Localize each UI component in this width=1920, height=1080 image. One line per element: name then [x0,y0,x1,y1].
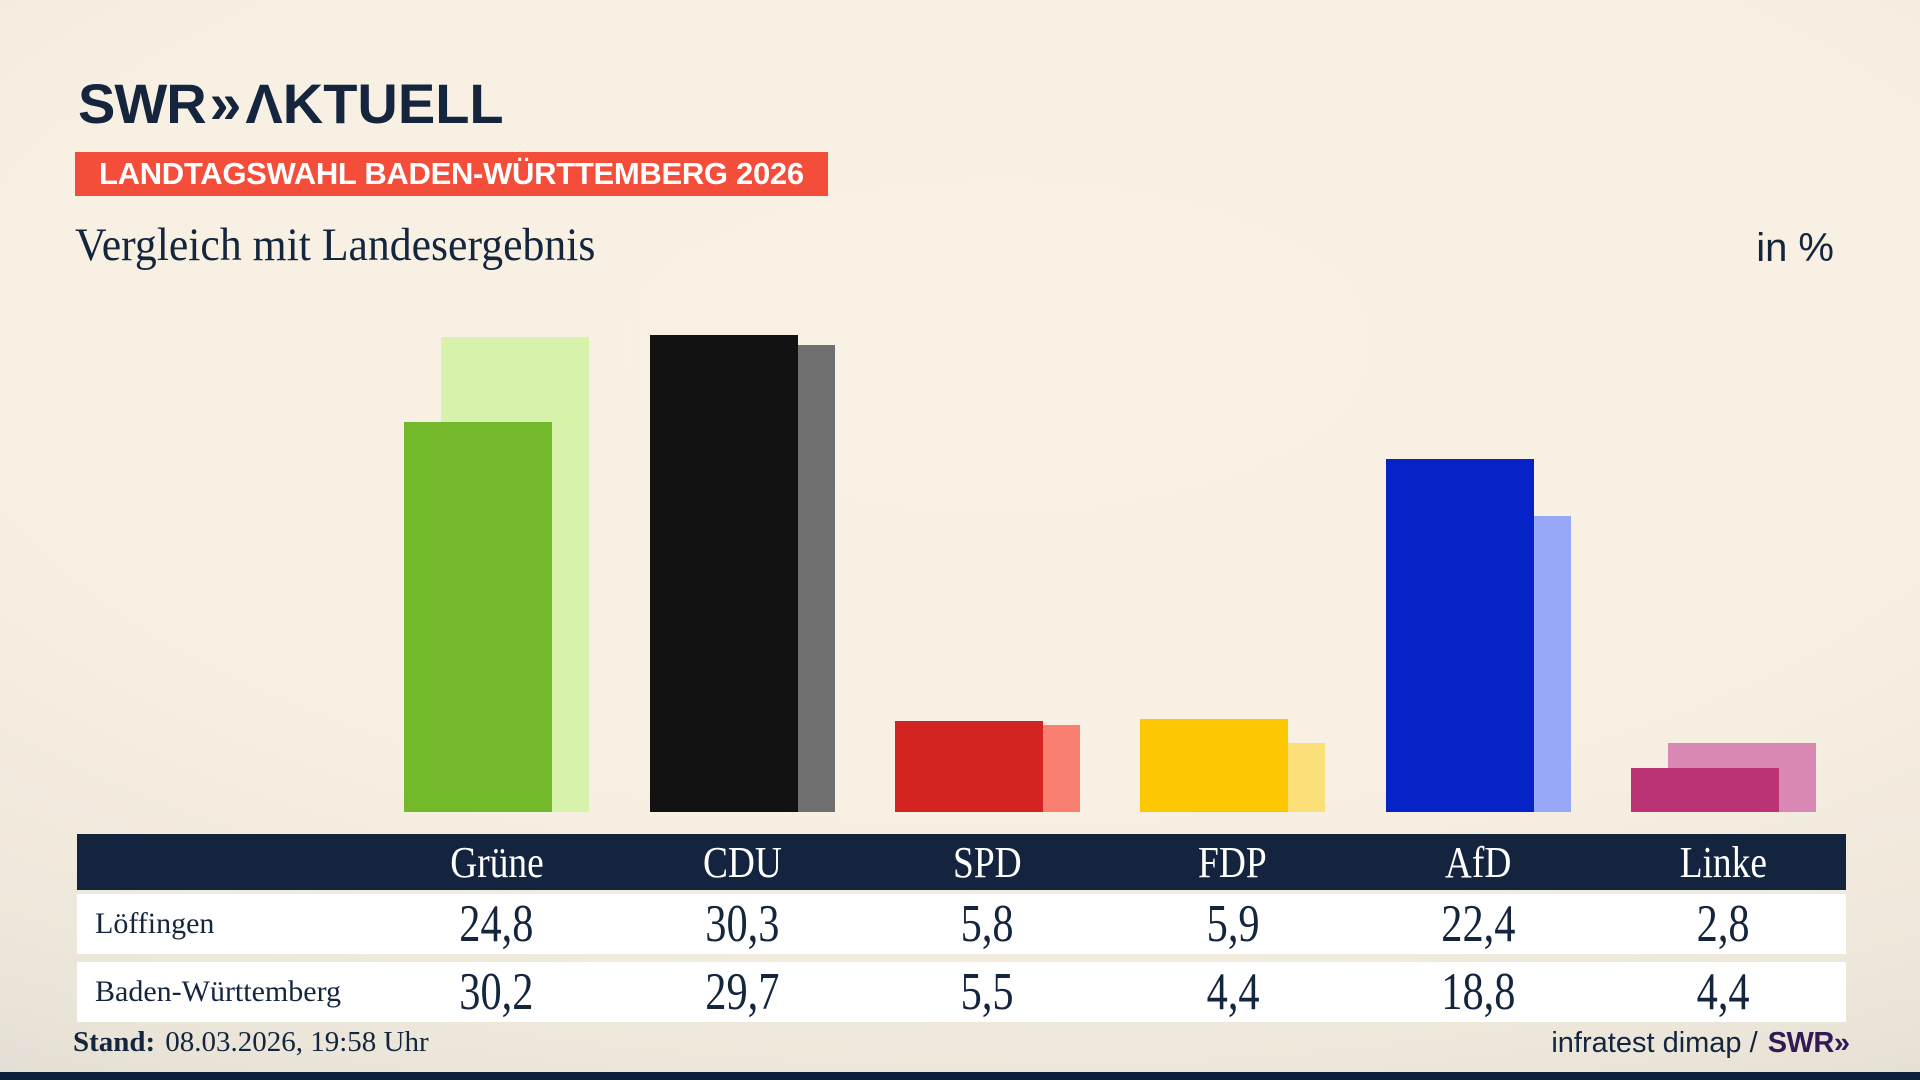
party-header-cell: Linke [1601,837,1846,888]
party-name: AfD [1444,837,1512,887]
value-cell: 2,8 [1601,894,1846,954]
value: 4,4 [1696,963,1750,1021]
value-cell: 22,4 [1355,894,1600,954]
value-cell: 30,2 [374,962,619,1022]
value-cell: 24,8 [374,894,619,954]
value: 5,9 [1206,895,1260,953]
value-cell: 5,5 [865,962,1110,1022]
source-text: infratest dimap / [1551,1027,1758,1059]
value: 2,8 [1696,895,1750,953]
stand-value: 08.03.2026, 19:58 Uhr [165,1026,429,1058]
bar-spd-loeffingen [894,720,1043,812]
bar-cdu-loeffingen [649,335,798,812]
swr-aktuell-logo: SWR » ΛKTUELL [78,72,504,135]
value-cell: 4,4 [1110,962,1355,1022]
value-cell: 5,8 [865,894,1110,954]
value: 22,4 [1440,895,1516,953]
value-cell: 18,8 [1355,962,1600,1022]
party-header-cell: CDU [619,837,864,888]
value: 24,8 [459,895,534,953]
value: 18,8 [1440,963,1516,1021]
table-header-row: Grüne CDU SPD FDP AfD Linke [77,834,1846,890]
bottom-accent-bar [0,1072,1920,1080]
election-banner: LANDTAGSWAHL BADEN-WÜRTTEMBERG 2026 [75,152,828,196]
bar-linke-loeffingen [1631,767,1779,812]
party-header-cell: FDP [1110,837,1355,888]
table-row-loeffingen: Löffingen 24,8 30,3 5,8 5,9 22,4 2,8 [77,894,1846,954]
bar-fdp-loeffingen [1140,719,1289,812]
party-name: SPD [953,837,1022,887]
party-name: CDU [702,837,782,887]
source-swr-brand: SWR [1767,1027,1835,1059]
value: 30,2 [459,963,534,1021]
party-name: Linke [1679,837,1767,887]
value-cell: 4,4 [1601,962,1846,1022]
chart-title: Vergleich mit Landesergebnis [75,219,596,271]
bar-afd-loeffingen [1385,459,1534,812]
value-cell: 5,9 [1110,894,1355,954]
table-row-baden-wuerttemberg: Baden-Württemberg 30,2 29,7 5,5 4,4 18,8… [77,962,1846,1022]
row-label: Baden-Württemberg [95,975,342,1008]
logo-product: ΛKTUELL [245,72,504,135]
value: 30,3 [704,895,780,953]
value-cell: 29,7 [619,962,864,1022]
party-name: Grüne [449,837,544,887]
party-header-cell: AfD [1355,837,1600,888]
value: 29,7 [704,963,780,1021]
footer-source: infratest dimap / SWR» [1551,1027,1850,1060]
party-header-cell: SPD [865,837,1110,888]
value-cell: 30,3 [619,894,864,954]
value: 5,5 [960,963,1014,1021]
bar-grne-loeffingen [404,421,553,812]
party-header-cell: Grüne [374,837,619,888]
stand-label: Stand: [73,1026,156,1058]
value: 5,8 [960,895,1014,953]
row-label: Löffingen [95,907,215,940]
value: 4,4 [1206,963,1260,1021]
unit-label: in % [1756,226,1834,270]
source-swr-logo: SWR» [1767,1027,1850,1060]
party-name: FDP [1198,837,1267,887]
source-swr-chevrons-icon: » [1833,1027,1850,1059]
logo-brand: SWR [78,72,207,135]
footer-stand: Stand: 08.03.2026, 19:58 Uhr [73,1026,429,1059]
